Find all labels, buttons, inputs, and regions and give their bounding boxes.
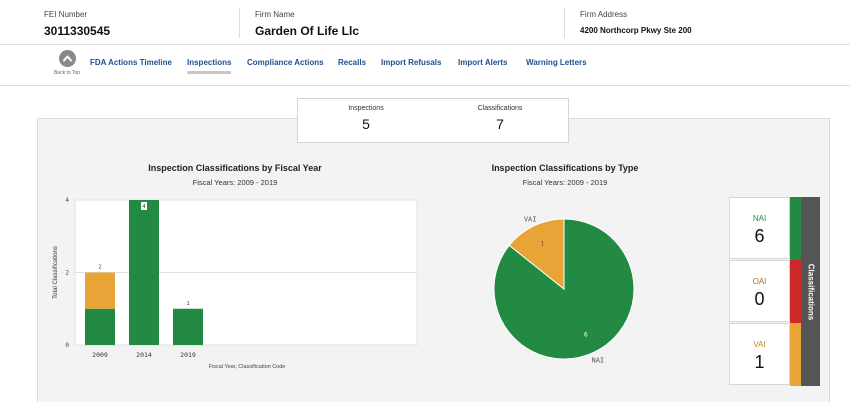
bar-segment-nai (85, 308, 115, 345)
fei-number-label: FEI Number (44, 10, 88, 19)
y-tick-label: 4 (65, 197, 69, 204)
nav-fda-actions-timeline[interactable]: FDA Actions Timeline (90, 58, 172, 67)
classifications-count: Classifications 7 (450, 105, 550, 132)
active-tab-indicator (187, 71, 231, 74)
inspection-summary: Inspections 5 Classifications 7 (297, 98, 569, 143)
bar-segment-nai (173, 308, 203, 345)
classification-card-vai[interactable]: VAI 1 (729, 323, 790, 385)
classifications-side-tab[interactable]: Classifications (801, 197, 820, 386)
nav-import-refusals[interactable]: Import Refusals (381, 58, 442, 67)
inspections-count-label: Inspections (348, 105, 384, 112)
nav-warning-letters[interactable]: Warning Letters (526, 58, 587, 67)
back-to-top-button[interactable]: Back to Top (50, 50, 84, 76)
bar-segment-vai (85, 272, 115, 309)
chevron-up-icon (58, 50, 76, 67)
pie-chart-subtitle: Fiscal Years: 2009 - 2019 (522, 178, 608, 187)
nai-color-strip (790, 197, 801, 260)
classification-count: 6 (754, 226, 765, 246)
firm-address-label: Firm Address (580, 10, 628, 19)
fei-number-value: 3011330545 (44, 24, 111, 38)
y-tick-label: 2 (65, 270, 69, 277)
classifications-side-label: Classifications (806, 263, 815, 320)
divider (239, 8, 240, 38)
pie-slice-label: NAI (592, 356, 605, 364)
classification-name: NAI (752, 214, 767, 223)
bar-segment-nai (129, 200, 159, 345)
bar-total-badge (141, 202, 147, 210)
nav-inspections[interactable]: Inspections (187, 58, 232, 67)
firm-name-block: Firm Name Garden Of Life Llc (255, 10, 359, 38)
firm-address-value: 4200 Northcorp Pkwy Ste 200 (580, 26, 692, 35)
classification-count: 1 (754, 352, 765, 372)
bar-total-label: 4 (142, 204, 146, 210)
classification-count: 0 (754, 289, 765, 309)
x-tick-label: 2009 (92, 351, 108, 359)
pie-value-label: 6 (584, 331, 588, 338)
fei-number-block: FEI Number 3011330545 (44, 10, 110, 38)
section-nav: Back to Top FDA Actions Timeline Inspect… (0, 46, 850, 86)
classification-card-oai[interactable]: OAI 0 (729, 260, 790, 322)
classifications-count-value: 7 (496, 116, 504, 132)
pie-chart: 6 NAI 1 VAI (493, 216, 635, 364)
back-to-top-label: Back to Top (53, 70, 81, 76)
bar-chart: 0 2 4 Total Classifications 2 2009 4 2014 1 2019 F… (53, 197, 418, 370)
nav-compliance-actions[interactable]: Compliance Actions (247, 58, 324, 67)
x-axis-label: Fiscal Year, Classification Code (209, 364, 286, 370)
classification-name: OAI (752, 277, 767, 286)
pie-chart-title: Inspection Classifications by Type (491, 163, 639, 173)
bar-total-label: 2 (98, 265, 101, 271)
nav-import-alerts[interactable]: Import Alerts (458, 58, 508, 67)
classification-cards: NAI 6 OAI 0 VAI 1 Classifications (729, 197, 820, 386)
vai-color-strip (790, 323, 801, 386)
firm-name-label: Firm Name (255, 10, 295, 19)
classification-card-nai[interactable]: NAI 6 (729, 197, 790, 259)
inspections-count-value: 5 (362, 116, 370, 132)
inspections-count: Inspections 5 (316, 105, 416, 132)
oai-color-strip (790, 260, 801, 323)
pie-slice-vai (508, 218, 565, 291)
classification-name: VAI (753, 340, 766, 349)
nav-recalls[interactable]: Recalls (338, 58, 367, 67)
bar-chart-subtitle: Fiscal Years: 2009 - 2019 (192, 178, 278, 187)
firm-info-bar: FEI Number 3011330545 Firm Name Garden O… (0, 0, 850, 45)
classifications-count-label: Classifications (477, 105, 523, 112)
bar-chart-title: Inspection Classifications by Fiscal Yea… (148, 163, 322, 173)
x-tick-label: 2014 (136, 351, 152, 359)
bar-total-label: 1 (186, 301, 189, 307)
x-tick-label: 2019 (180, 351, 196, 359)
y-axis-label: Total Classifications (53, 246, 59, 299)
firm-name-value: Garden Of Life Llc (255, 24, 360, 38)
y-tick-label: 0 (65, 342, 69, 349)
pie-slice-label: VAI (524, 216, 537, 224)
divider (564, 8, 565, 38)
firm-address-block: Firm Address 4200 Northcorp Pkwy Ste 200 (580, 10, 692, 35)
pie-value-label: 1 (540, 241, 544, 248)
